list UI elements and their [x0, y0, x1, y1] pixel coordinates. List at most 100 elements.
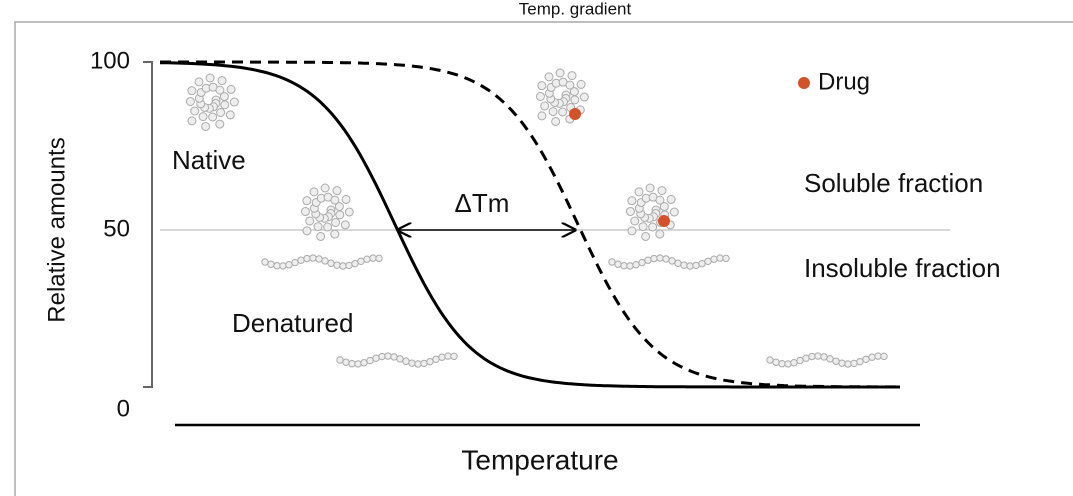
bead [650, 254, 658, 263]
frame [14, 21, 1073, 496]
bead [190, 106, 200, 116]
bead [285, 261, 293, 269]
bead [208, 112, 218, 122]
bead [662, 255, 670, 263]
bead [686, 262, 694, 270]
bead [345, 261, 353, 270]
bead [366, 356, 374, 365]
bead [333, 261, 341, 269]
bead [808, 352, 816, 361]
drug-legend-label: Drug [818, 68, 870, 95]
bead [334, 202, 344, 212]
bead [658, 215, 670, 227]
curve-untreated [160, 61, 900, 389]
bead [215, 85, 225, 95]
bead [722, 254, 730, 263]
bead [320, 183, 330, 193]
bead [309, 254, 317, 262]
bead [674, 259, 682, 267]
title: Temp. gradient [519, 0, 632, 18]
native-label: Native [172, 145, 246, 175]
y-axis [143, 61, 153, 388]
bead [802, 354, 810, 362]
bead [444, 352, 452, 360]
bead [330, 195, 340, 205]
bead [638, 258, 646, 267]
bead [796, 356, 804, 365]
bead [634, 187, 644, 197]
bead [644, 256, 652, 264]
bead [620, 262, 628, 270]
bead [309, 187, 319, 197]
bead [772, 358, 780, 366]
bead [537, 111, 547, 121]
bead [316, 231, 326, 241]
bead [659, 202, 669, 212]
bead [185, 96, 195, 106]
bead [220, 100, 230, 110]
bead [627, 226, 637, 236]
bead [354, 360, 362, 368]
bead [551, 116, 561, 126]
bead [692, 261, 700, 270]
bead [216, 108, 226, 118]
bead [313, 222, 323, 232]
bead [567, 71, 577, 81]
bead [641, 231, 651, 241]
bead [273, 262, 281, 270]
y-tick-label: 0 [117, 395, 130, 422]
bead [655, 229, 665, 239]
bead [570, 95, 580, 105]
bead [784, 360, 792, 368]
bead [375, 254, 383, 263]
bead [215, 119, 225, 129]
bead [390, 353, 398, 361]
bead [327, 259, 335, 267]
bead [360, 359, 368, 367]
x-axis-label: Temperature [461, 444, 618, 475]
bead [332, 186, 342, 196]
bead [205, 73, 215, 83]
bead [297, 256, 305, 264]
bead [279, 262, 287, 270]
bead [331, 218, 341, 228]
bead [335, 210, 345, 220]
bead [627, 196, 637, 206]
bead [357, 257, 365, 266]
bead [558, 107, 568, 117]
bead [814, 352, 822, 360]
bead [432, 355, 440, 364]
bead [668, 257, 676, 265]
bead [198, 112, 208, 122]
bead [305, 216, 315, 226]
bead [187, 116, 197, 126]
bead [565, 80, 575, 90]
bead [778, 360, 786, 368]
bead [850, 359, 858, 368]
bead [408, 359, 416, 367]
bead [832, 357, 840, 365]
y-tick-label: 100 [90, 47, 130, 74]
bead [201, 121, 211, 131]
bead [698, 259, 706, 268]
bead [226, 84, 236, 94]
insoluble-label: Insoluble fraction [804, 253, 1001, 283]
denatured-label: Denatured [232, 308, 353, 338]
bead [630, 216, 640, 226]
bead [414, 360, 422, 368]
bead [330, 229, 340, 239]
bead [344, 207, 354, 217]
bead [710, 255, 718, 263]
bead [300, 206, 310, 216]
bead [680, 261, 688, 269]
bead [291, 258, 299, 267]
bead [874, 352, 882, 360]
bead [217, 76, 227, 86]
bead [880, 352, 888, 361]
bead [856, 357, 864, 366]
bead [384, 352, 392, 360]
bead [826, 355, 834, 363]
bead [838, 359, 846, 367]
bead [420, 359, 428, 368]
